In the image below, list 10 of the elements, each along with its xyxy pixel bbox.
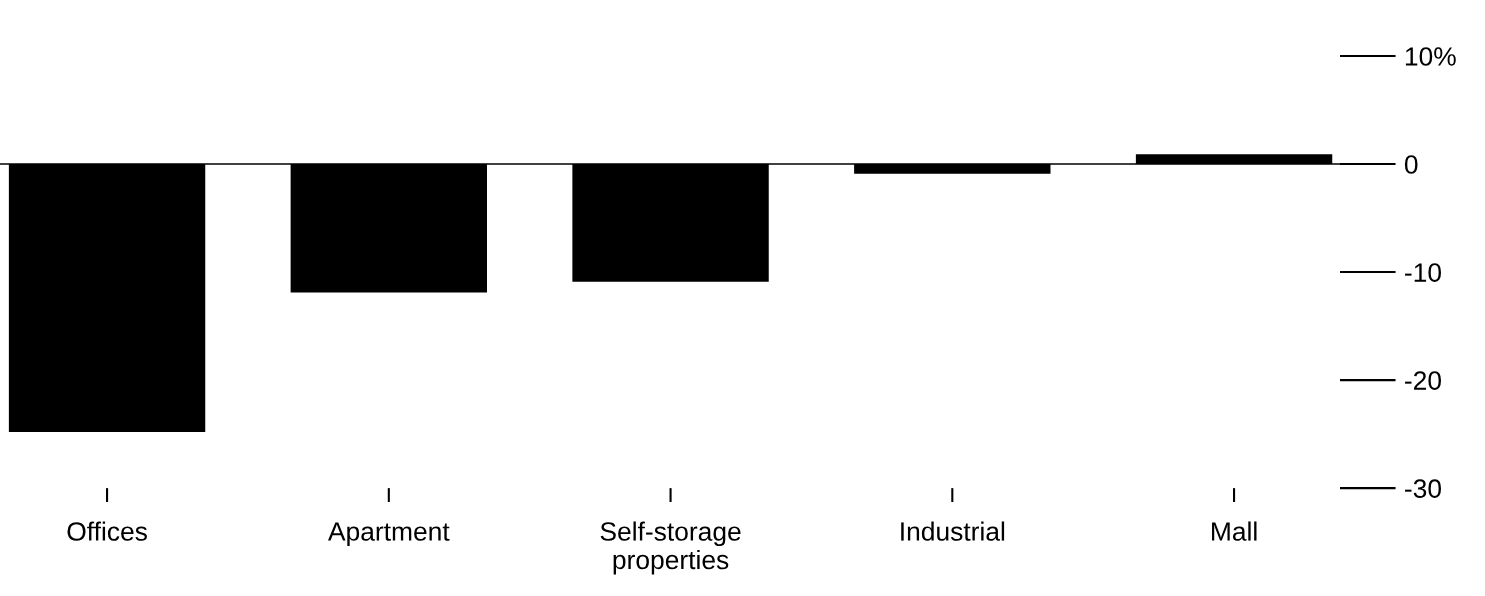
y-tick-label: -30: [1405, 479, 1441, 498]
x-tick-label: Industrial: [901, 521, 1005, 541]
x-tick-label: Offices: [67, 521, 147, 541]
x-tick-label: Mall: [1212, 521, 1257, 541]
x-tick-label: Apartment: [328, 522, 450, 547]
y-tick-label: -10: [1405, 263, 1441, 282]
x-tick-label: Self-storage properties: [600, 521, 741, 575]
y-tick-label: -20: [1405, 371, 1441, 390]
y-tick-label: 10%: [1405, 47, 1456, 66]
y-tick-label: 0: [1404, 155, 1418, 174]
